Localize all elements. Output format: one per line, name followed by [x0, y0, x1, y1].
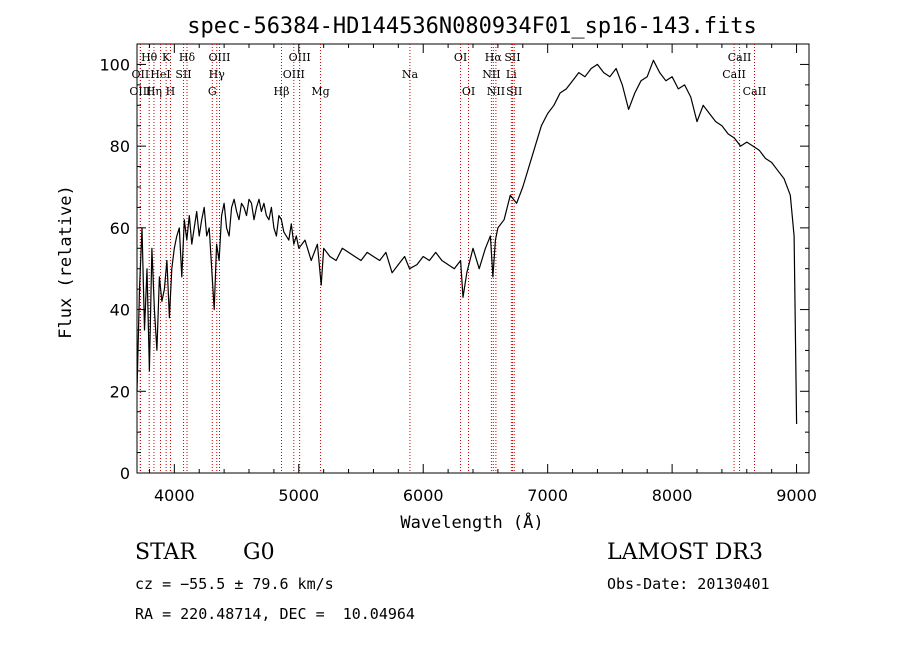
x-tick-label: 6000 — [403, 486, 444, 505]
line-marker-label: Hα — [485, 51, 503, 64]
plot-frame — [136, 43, 810, 474]
coordinates: RA = 220.48714, DEC = 10.04964 — [135, 605, 415, 623]
x-tick-label: 7000 — [527, 486, 568, 505]
line-marker-label: OIII — [289, 51, 311, 64]
x-tick-label: 9000 — [776, 486, 817, 505]
line-marker-label: Hθ — [141, 51, 158, 64]
spectrum-series — [136, 59, 798, 425]
line-marker-label: HeI — [150, 68, 170, 81]
line-marker-label: Li — [506, 68, 517, 81]
line-marker-label: Hη — [146, 85, 162, 98]
spectral-subclass: G0 — [243, 540, 275, 565]
line-marker-label: NII — [487, 85, 505, 98]
x-tick-label: 4000 — [154, 486, 195, 505]
line-marker-label: Hδ — [179, 51, 196, 64]
line-marker-label: Na — [402, 68, 419, 81]
y-tick-label: 20 — [110, 382, 130, 401]
y-tick-label: 80 — [110, 137, 130, 156]
observation-date: Obs-Date: 20130401 — [607, 575, 770, 593]
emission-line-labels: OII OIII Hθ Hη HeI K H Hδ SII OIII Hγ G Hβ OIII OIII Mg… — [129, 51, 766, 98]
line-marker-label: Hβ — [274, 85, 290, 98]
y-tick-label: 60 — [110, 219, 130, 238]
y-axis-label: Flux (relative) — [56, 185, 76, 339]
chart-title: spec-56384-HD144536N080934F01_sp16-143.f… — [187, 14, 757, 39]
line-marker-label: SII — [175, 68, 191, 81]
line-marker-label: Mg — [311, 85, 329, 98]
line-marker-label: NII — [482, 68, 500, 81]
y-tick-label: 40 — [110, 301, 130, 320]
line-marker-label: Hγ — [209, 68, 226, 81]
x-tick-label: 5000 — [278, 486, 319, 505]
line-marker-label: OIII — [208, 51, 230, 64]
spectrum-line — [136, 59, 798, 425]
line-marker-label: OI — [454, 51, 467, 64]
line-marker-label: H — [166, 85, 176, 98]
line-marker-label: SII — [506, 85, 522, 98]
y-tick-label: 0 — [120, 464, 130, 483]
line-marker-label: K — [162, 51, 171, 64]
emission-line-markers — [139, 44, 755, 473]
y-tick-label: 100 — [99, 55, 130, 74]
line-marker-label: OIII — [129, 85, 151, 98]
line-marker-label: G — [208, 85, 217, 98]
x-tick-label: 8000 — [652, 486, 693, 505]
axis-ticks: 4000 5000 6000 7000 8000 9000 0 20 40 60 80 100 — [99, 44, 817, 505]
redshift-cz: cz = −55.5 ± 79.6 km/s — [135, 575, 334, 593]
line-marker-label: CaII — [743, 85, 767, 98]
object-class: STAR — [135, 540, 196, 565]
line-marker-label: SII — [504, 51, 520, 64]
line-marker-label: CaII — [722, 68, 746, 81]
line-marker-label: OII — [132, 68, 150, 81]
line-marker-label: CaII — [728, 51, 752, 64]
line-marker-label: OI — [462, 85, 475, 98]
survey-name: LAMOST DR3 — [607, 540, 763, 565]
line-marker-label: OIII — [283, 68, 305, 81]
x-axis-label: Wavelength (Å) — [400, 511, 543, 533]
